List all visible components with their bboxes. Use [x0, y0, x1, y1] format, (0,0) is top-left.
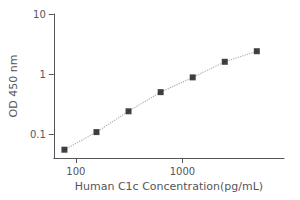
- svg-text:0.1: 0.1: [30, 129, 46, 140]
- svg-text:1000: 1000: [170, 166, 195, 177]
- svg-text:1: 1: [39, 69, 45, 80]
- svg-text:10: 10: [33, 9, 46, 20]
- svg-text:Human C1c Concentration(pg/mL): Human C1c Concentration(pg/mL): [75, 180, 263, 193]
- svg-text:100: 100: [66, 166, 85, 177]
- svg-text:OD 450 nm: OD 450 nm: [7, 55, 20, 118]
